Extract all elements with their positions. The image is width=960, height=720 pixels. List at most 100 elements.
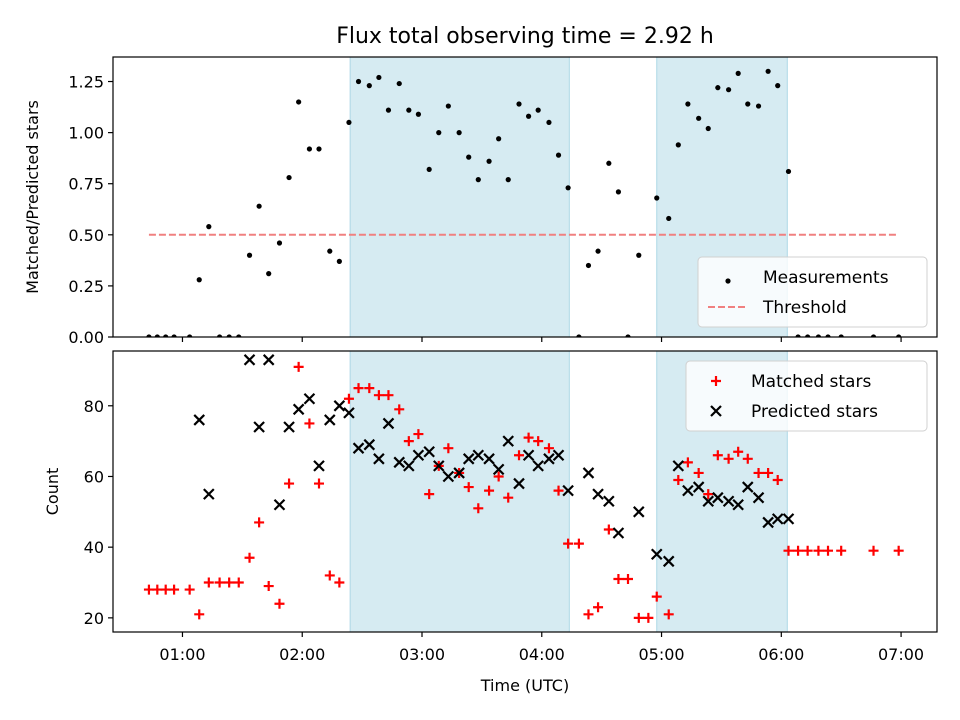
matched-star-point xyxy=(643,612,654,623)
measurement-point xyxy=(765,68,771,74)
measurement-point xyxy=(815,334,822,337)
measurement-point xyxy=(625,334,631,337)
measurement-point xyxy=(187,334,193,337)
legend-marker-matched xyxy=(711,376,721,386)
measurement-point xyxy=(516,101,522,107)
predicted-star-point xyxy=(442,470,455,483)
axes-frame xyxy=(112,56,938,338)
matched-star-point xyxy=(403,436,414,447)
matched-star-point xyxy=(742,453,753,464)
predicted-star-point xyxy=(492,463,505,476)
matched-star-point xyxy=(169,584,180,595)
predicted-star-point xyxy=(650,548,663,561)
measurement-point xyxy=(565,185,571,191)
matched-star-point xyxy=(733,446,744,457)
measurement-point xyxy=(385,107,392,113)
predicted-star-point xyxy=(532,460,544,472)
predicted-star-point xyxy=(303,392,316,405)
predicted-star-point xyxy=(692,481,705,493)
predicted-star-point xyxy=(513,477,525,490)
measurement-point xyxy=(715,85,721,91)
axes-frame xyxy=(112,350,938,633)
matched-star-point xyxy=(233,577,244,588)
measurement-point xyxy=(685,101,691,107)
measurement-point xyxy=(306,146,313,152)
predicted-star-point xyxy=(712,491,724,504)
predicted-star-point xyxy=(722,495,735,507)
predicted-star-point xyxy=(672,460,685,472)
measurement-point xyxy=(775,83,781,89)
matched-star-point xyxy=(563,538,574,549)
matched-star-point xyxy=(284,478,295,489)
matched-star-point xyxy=(703,489,714,500)
matched-star-point xyxy=(553,485,564,496)
y-tick-label: 1.00 xyxy=(68,124,104,143)
predicted-star-point xyxy=(741,481,754,493)
legend-label: Predicted stars xyxy=(751,402,878,422)
predicted-star-point xyxy=(552,449,565,462)
measurement-point xyxy=(426,166,432,173)
legend-label: Threshold xyxy=(762,298,847,318)
legend-box xyxy=(697,256,928,328)
measurement-point xyxy=(266,271,272,277)
matched-star-point xyxy=(523,432,534,443)
matched-star-point xyxy=(783,545,794,556)
legend: Measurements Threshold xyxy=(697,256,928,328)
legend: Matched stars Predicted stars xyxy=(685,360,928,432)
measurement-point xyxy=(445,103,451,109)
matched-star-point xyxy=(763,467,774,478)
predicted-star-point xyxy=(432,460,445,472)
matched-star-point xyxy=(443,443,454,454)
shaded-interval-1 xyxy=(349,351,570,632)
series-matched-stars xyxy=(143,361,904,623)
y-tick-label: 80 xyxy=(84,397,104,416)
plot-area xyxy=(143,351,904,632)
matched-star-point xyxy=(693,467,704,478)
measurement-point xyxy=(415,111,422,117)
matched-star-point xyxy=(304,418,315,429)
matched-star-point xyxy=(793,545,804,556)
series-measurements xyxy=(146,68,902,337)
measurement-point xyxy=(546,119,552,126)
measurement-point xyxy=(456,130,462,136)
matched-star-point xyxy=(203,577,214,588)
legend-label: Matched stars xyxy=(751,372,871,392)
measurement-point xyxy=(246,252,253,258)
measurement-point xyxy=(666,215,672,222)
legend-marker-measurements xyxy=(725,278,731,284)
predicted-star-point xyxy=(732,498,744,511)
legend-box xyxy=(685,360,928,432)
measurement-point xyxy=(376,74,382,81)
measurement-point xyxy=(327,248,333,254)
measurement-point xyxy=(896,334,902,337)
matched-star-point xyxy=(623,573,633,584)
measurement-point xyxy=(696,115,702,121)
matched-star-point xyxy=(274,598,285,609)
matched-star-point xyxy=(152,584,163,595)
matched-star-point xyxy=(383,390,394,401)
measurement-point xyxy=(576,334,582,337)
predicted-star-point xyxy=(253,421,265,433)
x-tick-label: 02:00 xyxy=(279,645,325,664)
measurement-point xyxy=(171,334,177,337)
matched-star-point xyxy=(712,450,723,461)
matched-star-point xyxy=(651,591,662,602)
matched-star-point xyxy=(663,609,674,620)
predicted-star-point xyxy=(582,467,595,479)
predicted-star-point xyxy=(273,498,286,511)
measurement-point xyxy=(654,195,660,201)
matched-star-point xyxy=(493,471,504,482)
y-tick-label: 1.25 xyxy=(68,73,104,92)
y-axis-label: Count xyxy=(43,468,62,516)
measurement-point xyxy=(336,258,342,264)
matched-star-point xyxy=(802,545,813,556)
matched-star-point xyxy=(543,443,554,454)
measurement-point xyxy=(496,136,502,142)
measurement-point xyxy=(735,70,741,76)
measurement-point xyxy=(206,224,212,230)
y-axis-label: Matched/Predicted stars xyxy=(23,100,42,294)
measurement-point xyxy=(838,334,844,337)
bottom-panel-counts: 20 40 60 80 01:00 02:00 03:00 04:00 05:00 06:00 07… xyxy=(43,350,938,695)
predicted-star-point xyxy=(292,403,305,416)
